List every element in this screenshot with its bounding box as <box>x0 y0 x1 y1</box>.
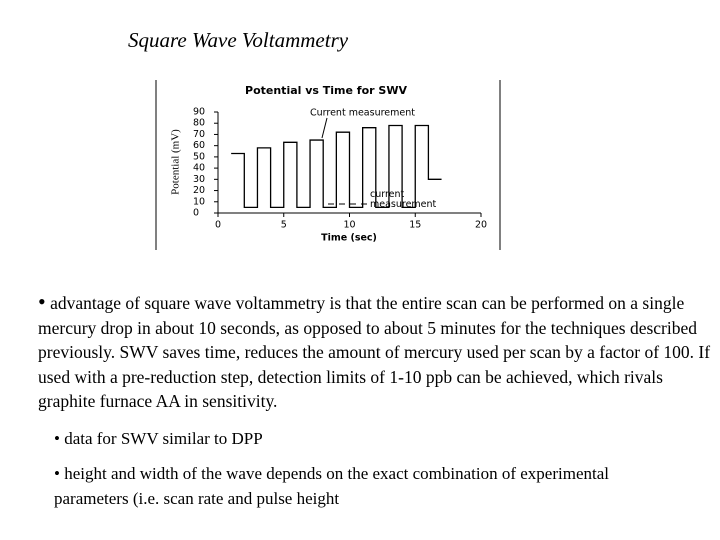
chart-title: Potential vs Time for SWV <box>245 84 407 97</box>
y-tick-label: 50 <box>193 151 205 162</box>
annotation: current measurement <box>370 190 437 210</box>
annotation: Current measurement <box>310 108 415 119</box>
y-tick-label: 0 <box>193 208 199 219</box>
slide-title: Square Wave Voltammetry <box>128 28 349 52</box>
bullet: • data for SWV similar to DPP <box>54 429 263 448</box>
bullet: • advantage of square wave voltammetry i… <box>38 289 711 411</box>
x-tick-label: 20 <box>475 220 487 231</box>
bullet-text: height and width of the wave depends on … <box>54 464 609 508</box>
y-tick-label: 90 <box>193 107 205 118</box>
x-tick-label: 0 <box>215 220 221 231</box>
y-tick-label: 20 <box>193 185 205 196</box>
y-axis-label: Potential (mV) <box>170 129 182 195</box>
annotation-pointer <box>321 117 328 139</box>
bullet-text: advantage of square wave voltammetry is … <box>38 293 711 411</box>
y-tick-label: 60 <box>193 140 205 151</box>
bullet-text: data for SWV similar to DPP <box>64 429 263 448</box>
y-tick-label: 40 <box>193 163 205 174</box>
annotation-box: current measurement <box>370 190 437 210</box>
x-tick-label: 15 <box>409 220 421 231</box>
y-tick-label: 80 <box>193 118 205 129</box>
chart: Potential vs Time for SWV Time (sec) Pot… <box>155 80 501 250</box>
y-tick-label: 70 <box>193 129 205 140</box>
data-line <box>231 124 442 209</box>
y-tick-label: 30 <box>193 174 205 185</box>
x-axis-label: Time (sec) <box>321 233 377 244</box>
bullet: • height and width of the wave depends o… <box>54 464 609 508</box>
x-tick-label: 10 <box>343 220 355 231</box>
y-tick-label: 10 <box>193 196 205 207</box>
x-tick-label: 5 <box>281 220 287 231</box>
